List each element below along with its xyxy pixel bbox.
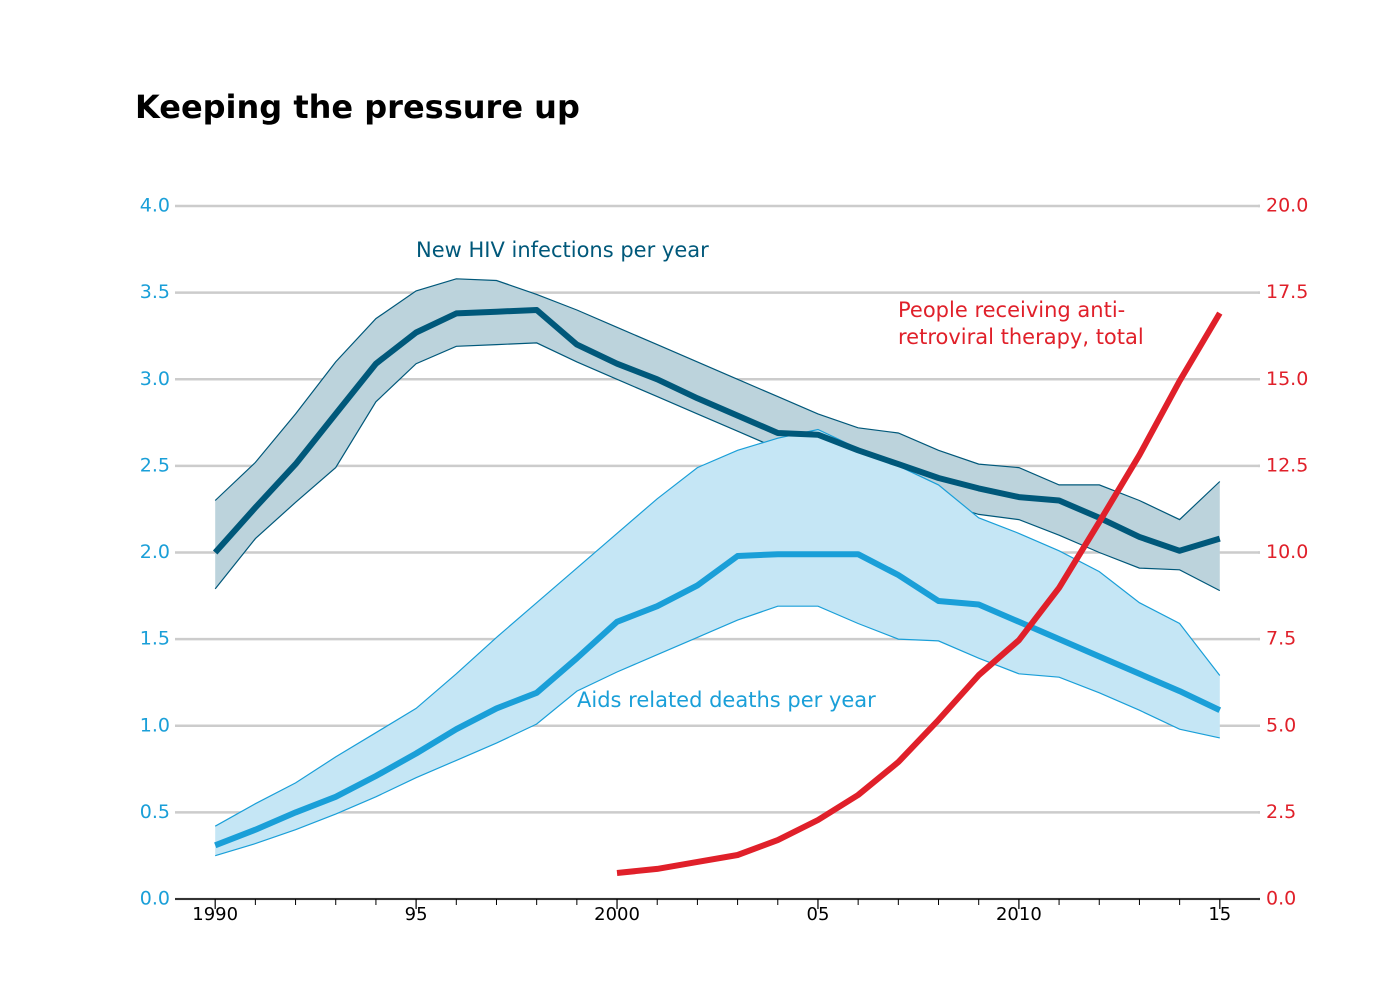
y-tick-label: 0.0 (140, 888, 170, 910)
series-label-line: New HIV infections per year (416, 238, 709, 262)
series-label: New HIV infections per year (416, 238, 709, 262)
y-tick-label: 3.0 (140, 368, 170, 390)
series-label: Aids related deaths per year (577, 688, 876, 712)
x-tick-label: 1990 (192, 904, 238, 925)
series-label: People receiving anti-retroviral therapy… (898, 298, 1144, 349)
series-label-line: retroviral therapy, total (898, 325, 1144, 349)
series-line (214, 551, 1222, 849)
x-tick-label: 95 (405, 904, 428, 925)
y2-tick-label: 20.0 (1266, 195, 1308, 217)
uncertainty-band (215, 429, 1220, 856)
x-tick-label: 2010 (996, 904, 1042, 925)
x-tick-label: 05 (807, 904, 830, 925)
band-edge (214, 278, 1221, 521)
series-label-line: Aids related deaths per year (577, 688, 876, 712)
y-tick-label: 2.5 (140, 454, 170, 476)
x-tick-label: 2000 (594, 904, 640, 925)
band-edge (215, 605, 1220, 857)
y-tick-label: 1.5 (140, 628, 170, 650)
x-tick-label: 15 (1208, 904, 1231, 925)
y-tick-label: 0.5 (140, 801, 170, 823)
y2-tick-label: 17.5 (1266, 281, 1308, 303)
y2-tick-label: 12.5 (1266, 454, 1308, 476)
uncertainty-band (215, 278, 1220, 591)
y2-tick-label: 5.0 (1266, 714, 1296, 736)
y-tick-label: 1.0 (140, 714, 170, 736)
y-tick-label: 2.0 (140, 541, 170, 563)
y-tick-label: 4.0 (140, 195, 170, 217)
y2-tick-label: 7.5 (1266, 628, 1296, 650)
series-label-line: People receiving anti- (898, 298, 1125, 322)
series-line (212, 307, 1221, 555)
y2-tick-label: 2.5 (1266, 801, 1296, 823)
y-tick-label: 3.5 (140, 281, 170, 303)
chart-title: Keeping the pressure up (135, 88, 580, 126)
series-line (616, 311, 1223, 876)
y2-tick-label: 10.0 (1266, 541, 1308, 563)
y2-tick-label: 15.0 (1266, 368, 1308, 390)
band-edge (214, 428, 1221, 827)
band-edge (214, 342, 1221, 592)
y2-tick-label: 0.0 (1266, 888, 1296, 910)
